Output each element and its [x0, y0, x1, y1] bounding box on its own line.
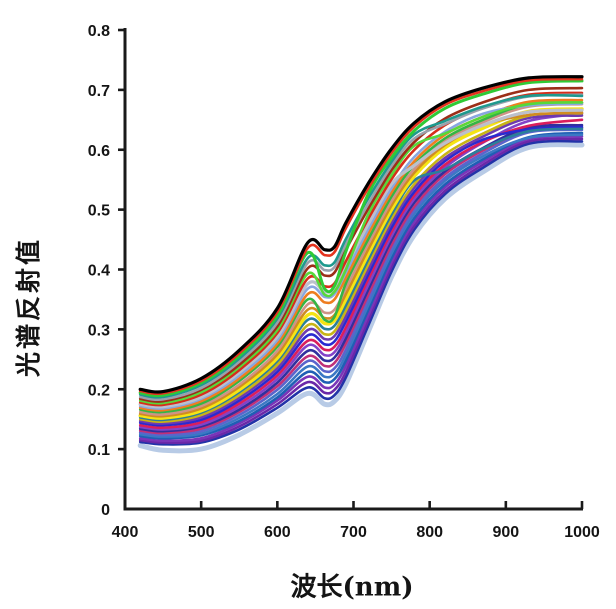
y-tick-label: 0.2: [88, 382, 110, 399]
spectral-curve-spectrum-02: [138, 77, 584, 396]
spectral-curve-spectrum-19: [138, 125, 584, 427]
spectral-curve-spectrum-07: [138, 101, 584, 405]
spectral-curve-spectrum-18: [138, 114, 584, 425]
x-axis-title: 波长(nm): [290, 572, 414, 603]
x-tick-label: 1000: [564, 524, 600, 541]
x-tick-label: 600: [264, 524, 291, 541]
x-tick-label: 400: [112, 524, 139, 541]
x-tick-label: 900: [492, 524, 519, 541]
spectral-curve-spectrum-15: [138, 107, 584, 420]
spectral-curve-spectrum-04: [138, 93, 584, 399]
spectral-curve-spectrum-30: [137, 142, 585, 454]
spectral-curve-spectrum-14: [138, 111, 584, 418]
spectral-curve-spectrum-24: [138, 128, 584, 437]
spectral-curve-spectrum-09: [138, 108, 584, 409]
y-tick-label: 0.8: [88, 23, 110, 40]
x-tick-label: 700: [340, 524, 367, 541]
spectral-curve-spectrum-26: [138, 131, 584, 440]
y-tick-label: 0.4: [88, 263, 110, 280]
y-tick-label: 0.5: [88, 203, 110, 220]
y-axis-title: 光谱反射值: [14, 236, 43, 378]
spectral-curve-spectrum-20: [138, 118, 584, 429]
y-tick-label: 0.1: [88, 442, 110, 459]
spectral-curve-spectrum-16: [138, 127, 584, 422]
x-tick-label: 800: [416, 524, 443, 541]
spectral-curve-spectrum-06: [138, 86, 584, 403]
y-tick-label: 0.7: [88, 83, 110, 100]
y-tick-label: 0.6: [88, 143, 110, 160]
spectral-curve-spectrum-28: [138, 137, 584, 444]
spectral-curve-spectrum-03: [138, 79, 584, 398]
spectral-curve-spectrum-21: [138, 112, 584, 431]
spectral-curve-spectrum-01: [138, 75, 584, 394]
spectral-curve-spectrum-27: [138, 135, 584, 443]
spectral-curve-spectrum-25: [138, 133, 584, 438]
spectral-curve-spectrum-05: [138, 93, 584, 402]
x-tick-label: 500: [188, 524, 215, 541]
spectral-curve-spectrum-29: [138, 139, 584, 446]
spectral-curve-spectrum-12: [138, 101, 584, 414]
y-tick-label: 0: [101, 502, 110, 519]
spectral-curve-spectrum-17: [138, 111, 584, 424]
spectral-curve-spectrum-23: [138, 126, 584, 435]
y-tick-label: 0.3: [88, 322, 110, 339]
